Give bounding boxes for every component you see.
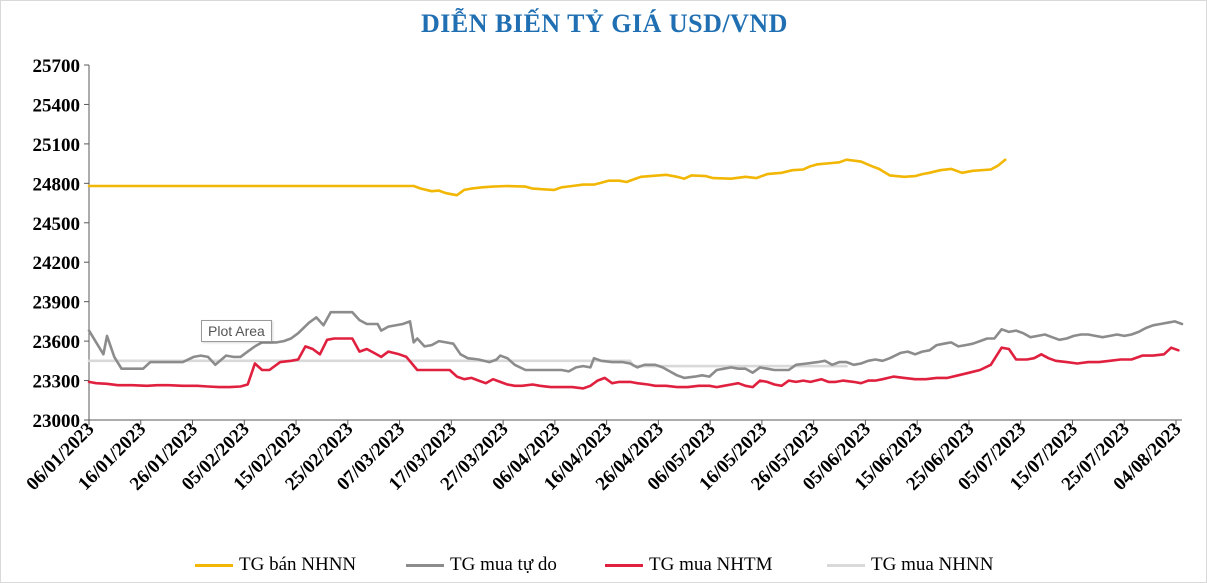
- y-tick-label: 25700: [33, 56, 81, 77]
- y-tick-label: 23000: [33, 411, 81, 432]
- legend-label-tg-mua-tu-do: TG mua tự do: [450, 554, 557, 575]
- legend-swatch-tg-mua-nhtm: [605, 563, 643, 567]
- chart-title: DIỄN BIẾN TỶ GIÁ USD/VND: [421, 9, 788, 38]
- legend-item-tg-mua-tu-do[interactable]: TG mua tự do: [406, 554, 557, 576]
- legend-label-tg-ban-nhnn: TG bán NHNN: [239, 554, 357, 575]
- x-axis: 06/01/202316/01/202326/01/202305/02/2023…: [22, 419, 1185, 495]
- legend-label-tg-mua-nhtm: TG mua NHTM: [649, 554, 773, 575]
- plot-area-tooltip: Plot Area: [201, 320, 272, 342]
- y-tick-label: 23600: [33, 332, 81, 353]
- y-tick-label: 24500: [33, 214, 81, 235]
- chart-svg: 23000 23300 23600 23900 24200 24500 24800 25100…: [22, 56, 1185, 495]
- legend: TG bán NHNN TG mua tự do TG mua NHTM TG …: [1, 554, 1207, 580]
- legend-item-tg-mua-nhtm[interactable]: TG mua NHTM: [605, 554, 772, 576]
- legend-label-tg-mua-nhnn: TG mua NHNN: [871, 554, 994, 575]
- legend-item-tg-ban-nhnn[interactable]: TG bán NHNN: [195, 554, 356, 576]
- y-tick-label: 24200: [33, 253, 81, 274]
- legend-item-tg-mua-nhnn[interactable]: TG mua NHNN: [827, 554, 993, 576]
- y-tick-label: 23300: [33, 372, 81, 393]
- y-tick-label: 23900: [33, 293, 81, 314]
- series-layer: [87, 158, 1184, 390]
- y-tick-label: 24800: [33, 174, 81, 195]
- legend-swatch-tg-ban-nhnn: [195, 563, 233, 567]
- series-line-tg-ban-nhnn: [87, 158, 1007, 197]
- series-line-tg-mua-nhtm: [87, 337, 1180, 390]
- y-tick-label: 25100: [33, 135, 81, 156]
- legend-swatch-tg-mua-nhnn: [827, 563, 865, 567]
- series-line-tg-mua-tu-do: [87, 310, 1184, 380]
- y-axis: 23000 23300 23600 23900 24200 24500 24800 25100…: [33, 56, 90, 432]
- legend-swatch-tg-mua-tu-do: [406, 563, 444, 567]
- y-tick-label: 25400: [33, 95, 81, 116]
